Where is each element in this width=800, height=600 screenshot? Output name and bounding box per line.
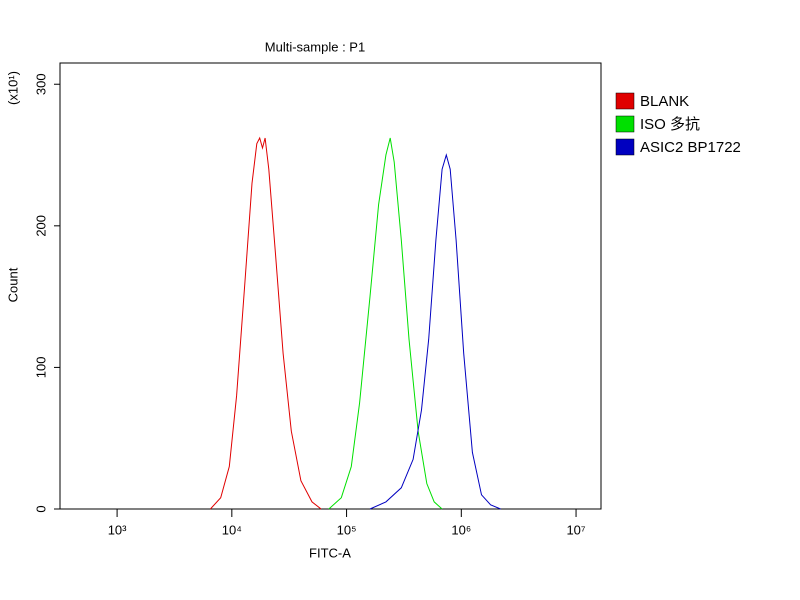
x-tick-label: 10⁵ xyxy=(337,522,357,537)
histogram-line xyxy=(369,153,501,510)
histogram-line xyxy=(328,137,443,510)
legend-swatch xyxy=(615,138,635,156)
legend-swatch xyxy=(615,92,635,110)
plot-frame xyxy=(59,62,602,510)
y-tick-label: 100 xyxy=(33,357,48,379)
x-tick-label: 10⁷ xyxy=(566,522,585,537)
x-axis-label: FITC-A xyxy=(309,545,351,560)
x-tick-label: 10³ xyxy=(108,522,127,537)
legend-swatch xyxy=(615,115,635,133)
legend-label: ISO 多抗 xyxy=(640,116,700,133)
y-tick-label: 0 xyxy=(33,505,48,512)
legend-label: BLANK xyxy=(640,93,689,110)
y-tick-label: 200 xyxy=(33,215,48,237)
y-tick-label: 300 xyxy=(33,73,48,95)
y-axis-label: Count xyxy=(5,267,20,302)
chart-title: Multi-sample : P1 xyxy=(265,39,365,54)
x-tick-label: 10⁶ xyxy=(451,522,471,537)
x-tick-label: 10⁴ xyxy=(222,522,242,537)
legend-label: ASIC2 BP1722 xyxy=(640,139,741,156)
y-multiplier: (x10¹) xyxy=(5,71,20,105)
histogram-line xyxy=(210,136,322,510)
